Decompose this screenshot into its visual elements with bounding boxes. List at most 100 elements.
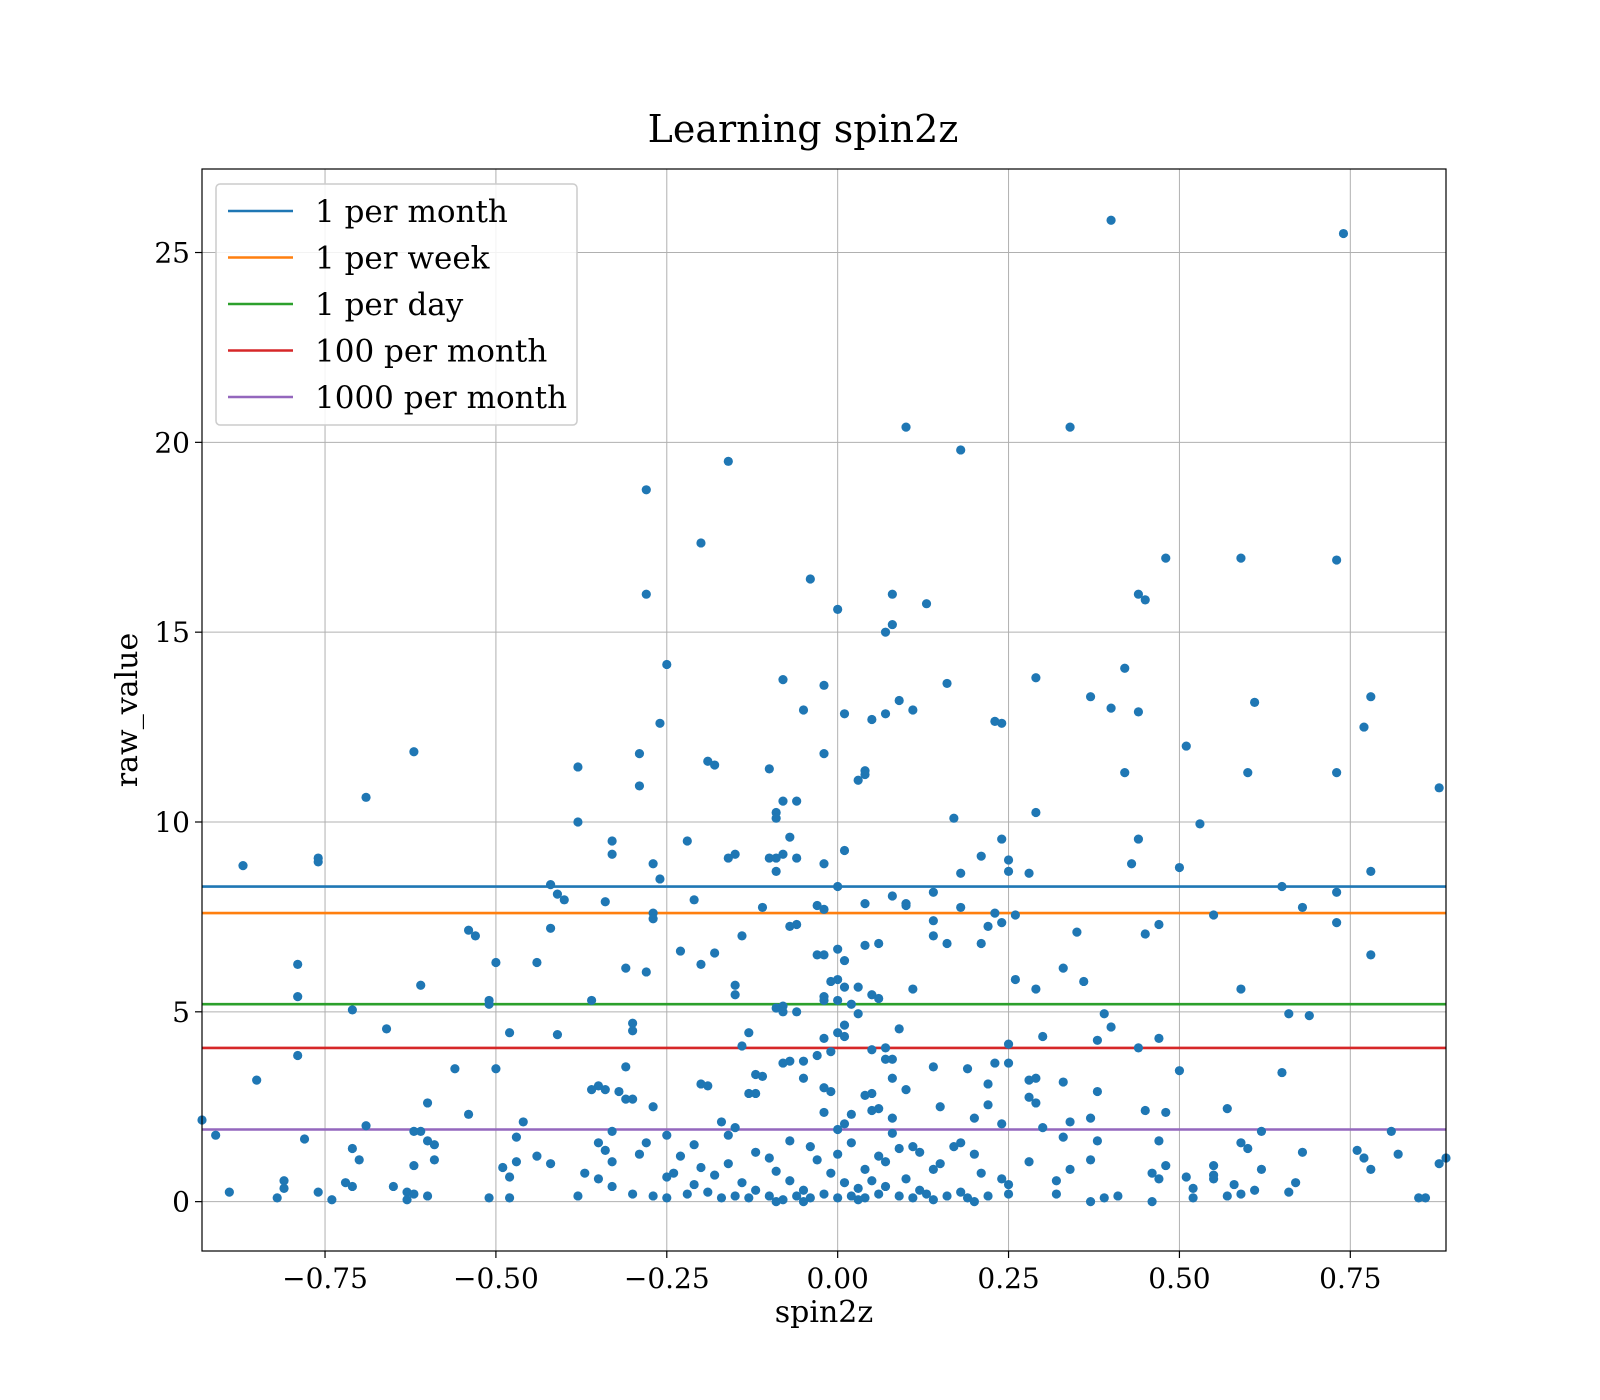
- scatter-point: [860, 1164, 870, 1174]
- scatter-point: [846, 1191, 856, 1201]
- scatter-point: [867, 990, 877, 1000]
- scatter-point: [1024, 868, 1034, 878]
- scatter-point: [983, 1100, 993, 1110]
- scatter-point: [614, 1086, 624, 1097]
- scatter-point: [1366, 692, 1376, 702]
- scatter-point: [1058, 1077, 1068, 1087]
- legend-box: [215, 183, 578, 426]
- scatter-point: [696, 959, 706, 969]
- scatter-point: [792, 796, 802, 806]
- scatter-point: [1106, 1022, 1116, 1032]
- scatter-point: [580, 1168, 590, 1178]
- scatter-point: [826, 1086, 836, 1097]
- scatter-point: [422, 1136, 433, 1146]
- scatter-point: [662, 1172, 672, 1182]
- scatter-point: [1332, 555, 1342, 565]
- scatter-point: [1161, 553, 1171, 563]
- scatter-point: [894, 1024, 904, 1034]
- y-tick-label: 0: [172, 1186, 190, 1219]
- scatter-point: [1147, 1197, 1157, 1207]
- scatter-point: [819, 749, 829, 759]
- scatter-point: [785, 1136, 795, 1146]
- scatter-point: [573, 817, 583, 827]
- scatter-point: [805, 1141, 815, 1152]
- scatter-point: [1277, 881, 1287, 892]
- scatter-point: [1222, 1191, 1232, 1201]
- scatter-point: [812, 950, 822, 960]
- x-tick-label: 0.75: [1319, 1262, 1381, 1295]
- scatter-point: [703, 1081, 713, 1091]
- scatter-point: [593, 1081, 604, 1091]
- scatter-point: [901, 422, 911, 432]
- scatter-point: [1366, 950, 1376, 960]
- scatter-point: [723, 1130, 733, 1140]
- scatter-point: [949, 813, 959, 823]
- scatter-point: [545, 880, 556, 890]
- scatter-point: [662, 1130, 672, 1140]
- scatter-point: [1366, 1164, 1376, 1174]
- scatter-point: [648, 914, 658, 924]
- scatter-point: [1195, 819, 1205, 829]
- scatter-point: [983, 1191, 993, 1201]
- scatter-point: [628, 1094, 638, 1104]
- scatter-point: [1243, 1143, 1253, 1154]
- scatter-point: [1284, 1009, 1294, 1019]
- scatter-point: [545, 923, 556, 933]
- scatter-point: [470, 931, 481, 941]
- scatter-point: [682, 1189, 692, 1199]
- scatter-point: [846, 1138, 856, 1148]
- scatter-point: [737, 1178, 747, 1188]
- scatter-point: [593, 1174, 604, 1184]
- scatter-point: [757, 902, 768, 913]
- scatter-point: [1386, 1126, 1396, 1137]
- scatter-point: [887, 1054, 897, 1064]
- scatter-point: [402, 1195, 412, 1205]
- scatter-point: [962, 1193, 973, 1203]
- scatter-point: [607, 849, 617, 859]
- scatter-point: [600, 1085, 610, 1095]
- scatter-point: [798, 1197, 809, 1207]
- scatter-point: [293, 1050, 303, 1061]
- scatter-point: [730, 990, 740, 1000]
- scatter-point: [1222, 1104, 1232, 1114]
- scatter-point: [819, 950, 829, 960]
- scatter-point: [675, 946, 686, 956]
- scatter-point: [860, 769, 870, 780]
- scatter-point: [846, 999, 856, 1009]
- scatter-point: [839, 709, 850, 719]
- scatter-point: [504, 1193, 515, 1203]
- scatter-point: [997, 1119, 1007, 1129]
- scatter-point: [634, 1149, 645, 1159]
- scatter-point: [634, 749, 645, 759]
- scatter-point: [860, 940, 870, 950]
- scatter-point: [723, 456, 733, 466]
- scatter-point: [723, 1159, 733, 1169]
- scatter-point: [853, 982, 863, 992]
- scatter-point: [1133, 589, 1144, 599]
- scatter-point: [1003, 1189, 1014, 1199]
- scatter-point: [689, 895, 699, 905]
- scatter-point: [1085, 1197, 1096, 1207]
- scatter-point: [771, 866, 781, 876]
- scatter-point: [751, 1088, 761, 1099]
- scatter-point: [819, 1083, 829, 1093]
- scatter-point: [1126, 859, 1137, 869]
- scatter-point: [942, 938, 952, 949]
- scatter-point: [942, 678, 952, 689]
- scatter-point: [785, 921, 795, 932]
- scatter-point: [416, 1126, 426, 1137]
- scatter-point: [1359, 1153, 1369, 1163]
- y-tick-label: 5: [172, 996, 190, 1029]
- scatter-point: [723, 853, 733, 863]
- scatter-point: [327, 1195, 337, 1205]
- legend-label: 100 per month: [315, 334, 547, 370]
- scatter-point: [1154, 1136, 1164, 1146]
- scatter-point: [662, 1193, 672, 1203]
- scatter-point: [1352, 1145, 1362, 1155]
- scatter-point: [997, 718, 1007, 728]
- scatter-point: [771, 1197, 781, 1207]
- scatter-point: [819, 1107, 829, 1118]
- scatter-point: [949, 1141, 959, 1152]
- scatter-point: [778, 675, 788, 685]
- scatter-point: [853, 1195, 863, 1205]
